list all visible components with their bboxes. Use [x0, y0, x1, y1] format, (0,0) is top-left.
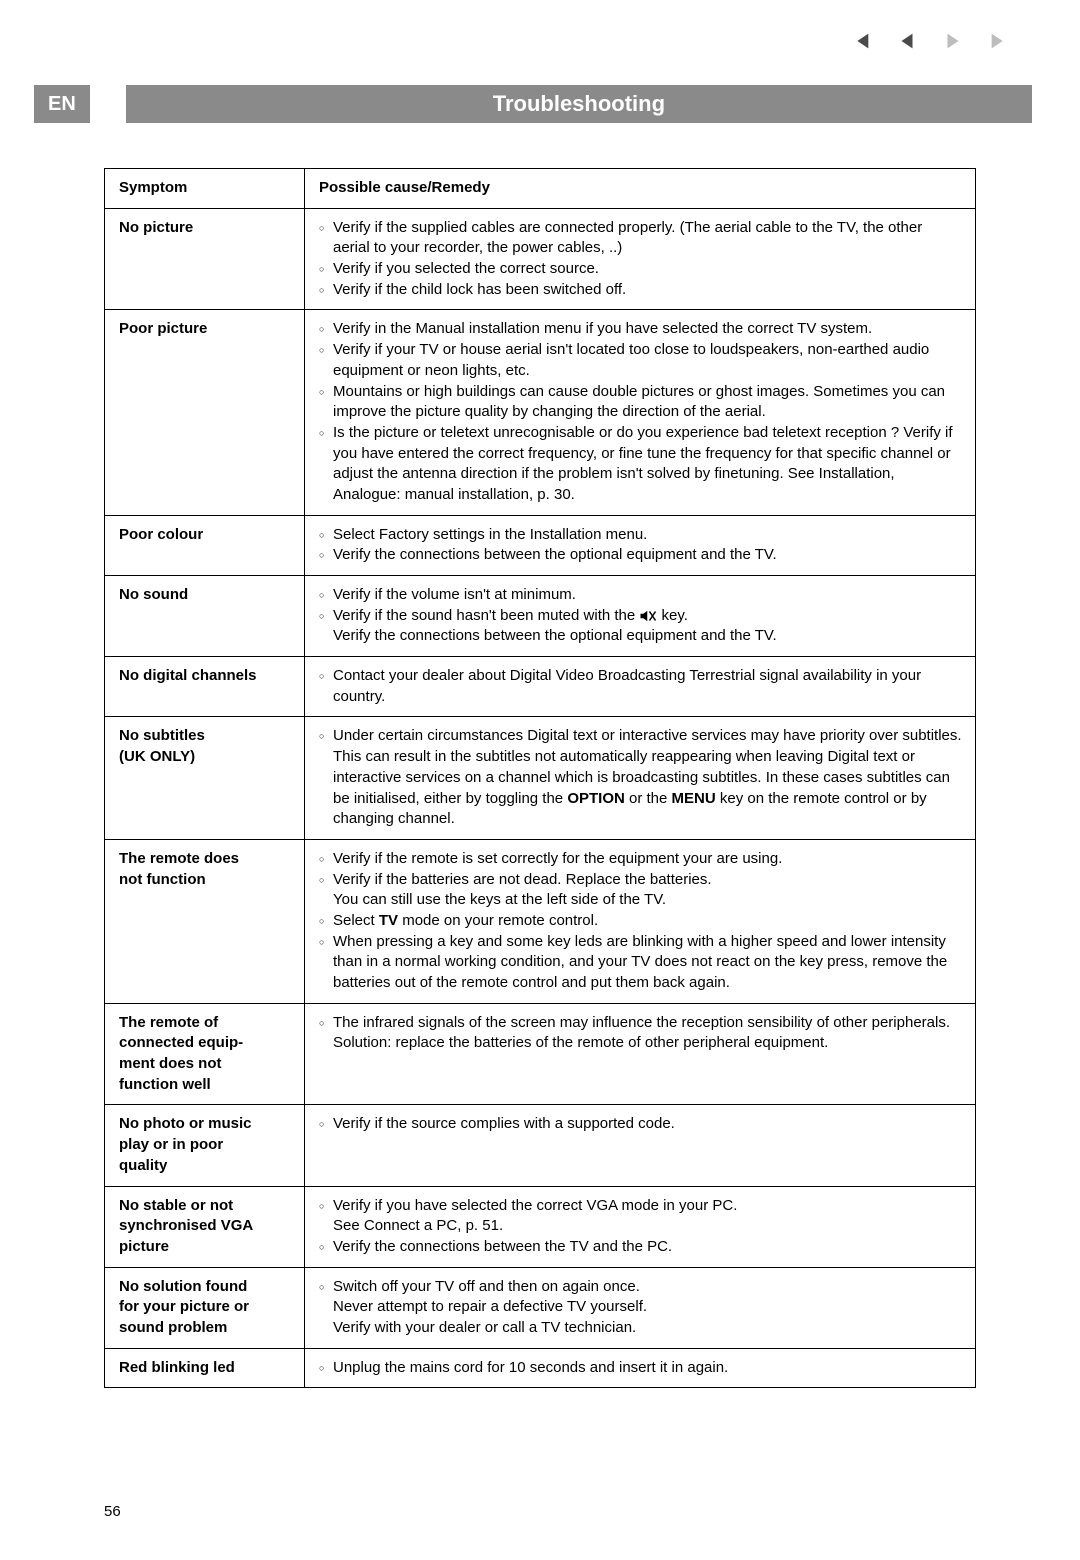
symptom-cell: No solution foundfor your picture orsoun…: [105, 1267, 305, 1348]
remedy-item: Switch off your TV off and then on again…: [319, 1277, 963, 1339]
symptom-cell: No digital channels: [105, 657, 305, 717]
page-header: EN Troubleshooting: [0, 85, 1080, 123]
symptom-cell: No stable or notsynchronised VGApicture: [105, 1186, 305, 1267]
table-row: No photo or musicplay or in poorquality V…: [105, 1105, 976, 1186]
symptom-cell: Poor picture: [105, 310, 305, 515]
symptom-cell: Poor colour: [105, 515, 305, 575]
remedy-item: Select Factory settings in the Installat…: [319, 525, 963, 546]
last-page-icon[interactable]: [988, 30, 1010, 57]
remedy-item: Verify the connections between the optio…: [319, 545, 963, 566]
remedy-item: Unplug the mains cord for 10 seconds and…: [319, 1358, 963, 1379]
table-row: No stable or notsynchronised VGApicture V…: [105, 1186, 976, 1267]
table-row: No picture Verify if the supplied cables …: [105, 208, 976, 310]
remedy-cell: Under certain circumstances Digital text…: [305, 717, 976, 839]
remedy-item: Verify if you have selected the correct …: [319, 1196, 963, 1237]
table-row: Red blinking led Unplug the mains cord fo…: [105, 1348, 976, 1388]
remedy-cell: Contact your dealer about Digital Video …: [305, 657, 976, 717]
remedy-item: Verify if the batteries are not dead. Re…: [319, 870, 963, 911]
table-row: No subtitles (UK ONLY)Under certain circ…: [105, 717, 976, 839]
remedy-item: Verify the connections between the TV an…: [319, 1237, 963, 1258]
symptom-cell: No photo or musicplay or in poorquality: [105, 1105, 305, 1186]
prev-page-icon[interactable]: [896, 30, 918, 57]
page-title: Troubleshooting: [126, 85, 1032, 123]
symptom-cell: No subtitles (UK ONLY): [105, 717, 305, 839]
remedy-item: Is the picture or teletext unrecognisabl…: [319, 423, 963, 506]
remedy-item: Mountains or high buildings can cause do…: [319, 382, 963, 423]
table-row: Poor picture Verify in the Manual install…: [105, 310, 976, 515]
remedy-item: Verify in the Manual installation menu i…: [319, 319, 963, 340]
remedy-cell: Verify if you have selected the correct …: [305, 1186, 976, 1267]
table-row: Poor colour Select Factory settings in th…: [105, 515, 976, 575]
pdf-nav-controls: [850, 30, 1010, 57]
table-row: No digital channels Contact your dealer a…: [105, 657, 976, 717]
remedy-cell: Verify if the volume isn't at minimum.Ve…: [305, 576, 976, 657]
language-badge: EN: [34, 85, 90, 123]
col-header-remedy: Possible cause/Remedy: [305, 169, 976, 209]
symptom-cell: No picture: [105, 208, 305, 310]
first-page-icon[interactable]: [850, 30, 872, 57]
remedy-item: Verify if your TV or house aerial isn't …: [319, 340, 963, 381]
remedy-cell: The infrared signals of the screen may i…: [305, 1003, 976, 1105]
symptom-cell: Red blinking led: [105, 1348, 305, 1388]
remedy-item: Contact your dealer about Digital Video …: [319, 666, 963, 707]
remedy-item: Verify if the sound hasn't been muted wi…: [319, 606, 963, 647]
remedy-cell: Verify if the source complies with a sup…: [305, 1105, 976, 1186]
troubleshooting-content: Symptom Possible cause/Remedy No picture…: [104, 168, 976, 1388]
table-row: No solution foundfor your picture orsoun…: [105, 1267, 976, 1348]
page-number: 56: [104, 1503, 121, 1520]
remedy-cell: Verify if the remote is set correctly fo…: [305, 839, 976, 1003]
remedy-cell: Unplug the mains cord for 10 seconds and…: [305, 1348, 976, 1388]
remedy-item: Under certain circumstances Digital text…: [319, 726, 963, 829]
symptom-cell: The remote doesnot function: [105, 839, 305, 1003]
remedy-item: When pressing a key and some key leds ar…: [319, 932, 963, 994]
remedy-item: Verify if the remote is set correctly fo…: [319, 849, 963, 870]
remedy-cell: Select Factory settings in the Installat…: [305, 515, 976, 575]
symptom-cell: No sound: [105, 576, 305, 657]
col-header-symptom: Symptom: [105, 169, 305, 209]
remedy-item: Verify if the supplied cables are connec…: [319, 218, 963, 259]
symptom-cell: The remote ofconnected equip-ment does n…: [105, 1003, 305, 1105]
remedy-cell: Verify in the Manual installation menu i…: [305, 310, 976, 515]
table-row: The remote ofconnected equip-ment does n…: [105, 1003, 976, 1105]
remedy-item: Verify if the child lock has been switch…: [319, 280, 963, 301]
table-row: No soundVerify if the volume isn't at mi…: [105, 576, 976, 657]
remedy-item: Select TV mode on your remote control.: [319, 911, 963, 932]
remedy-item: The infrared signals of the screen may i…: [319, 1013, 963, 1054]
remedy-cell: Verify if the supplied cables are connec…: [305, 208, 976, 310]
next-page-icon[interactable]: [942, 30, 964, 57]
remedy-cell: Switch off your TV off and then on again…: [305, 1267, 976, 1348]
table-row: The remote doesnot function Verify if the…: [105, 839, 976, 1003]
troubleshooting-table: Symptom Possible cause/Remedy No picture…: [104, 168, 976, 1388]
remedy-item: Verify if the volume isn't at minimum.: [319, 585, 963, 606]
remedy-item: Verify if the source complies with a sup…: [319, 1114, 963, 1135]
remedy-item: Verify if you selected the correct sourc…: [319, 259, 963, 280]
